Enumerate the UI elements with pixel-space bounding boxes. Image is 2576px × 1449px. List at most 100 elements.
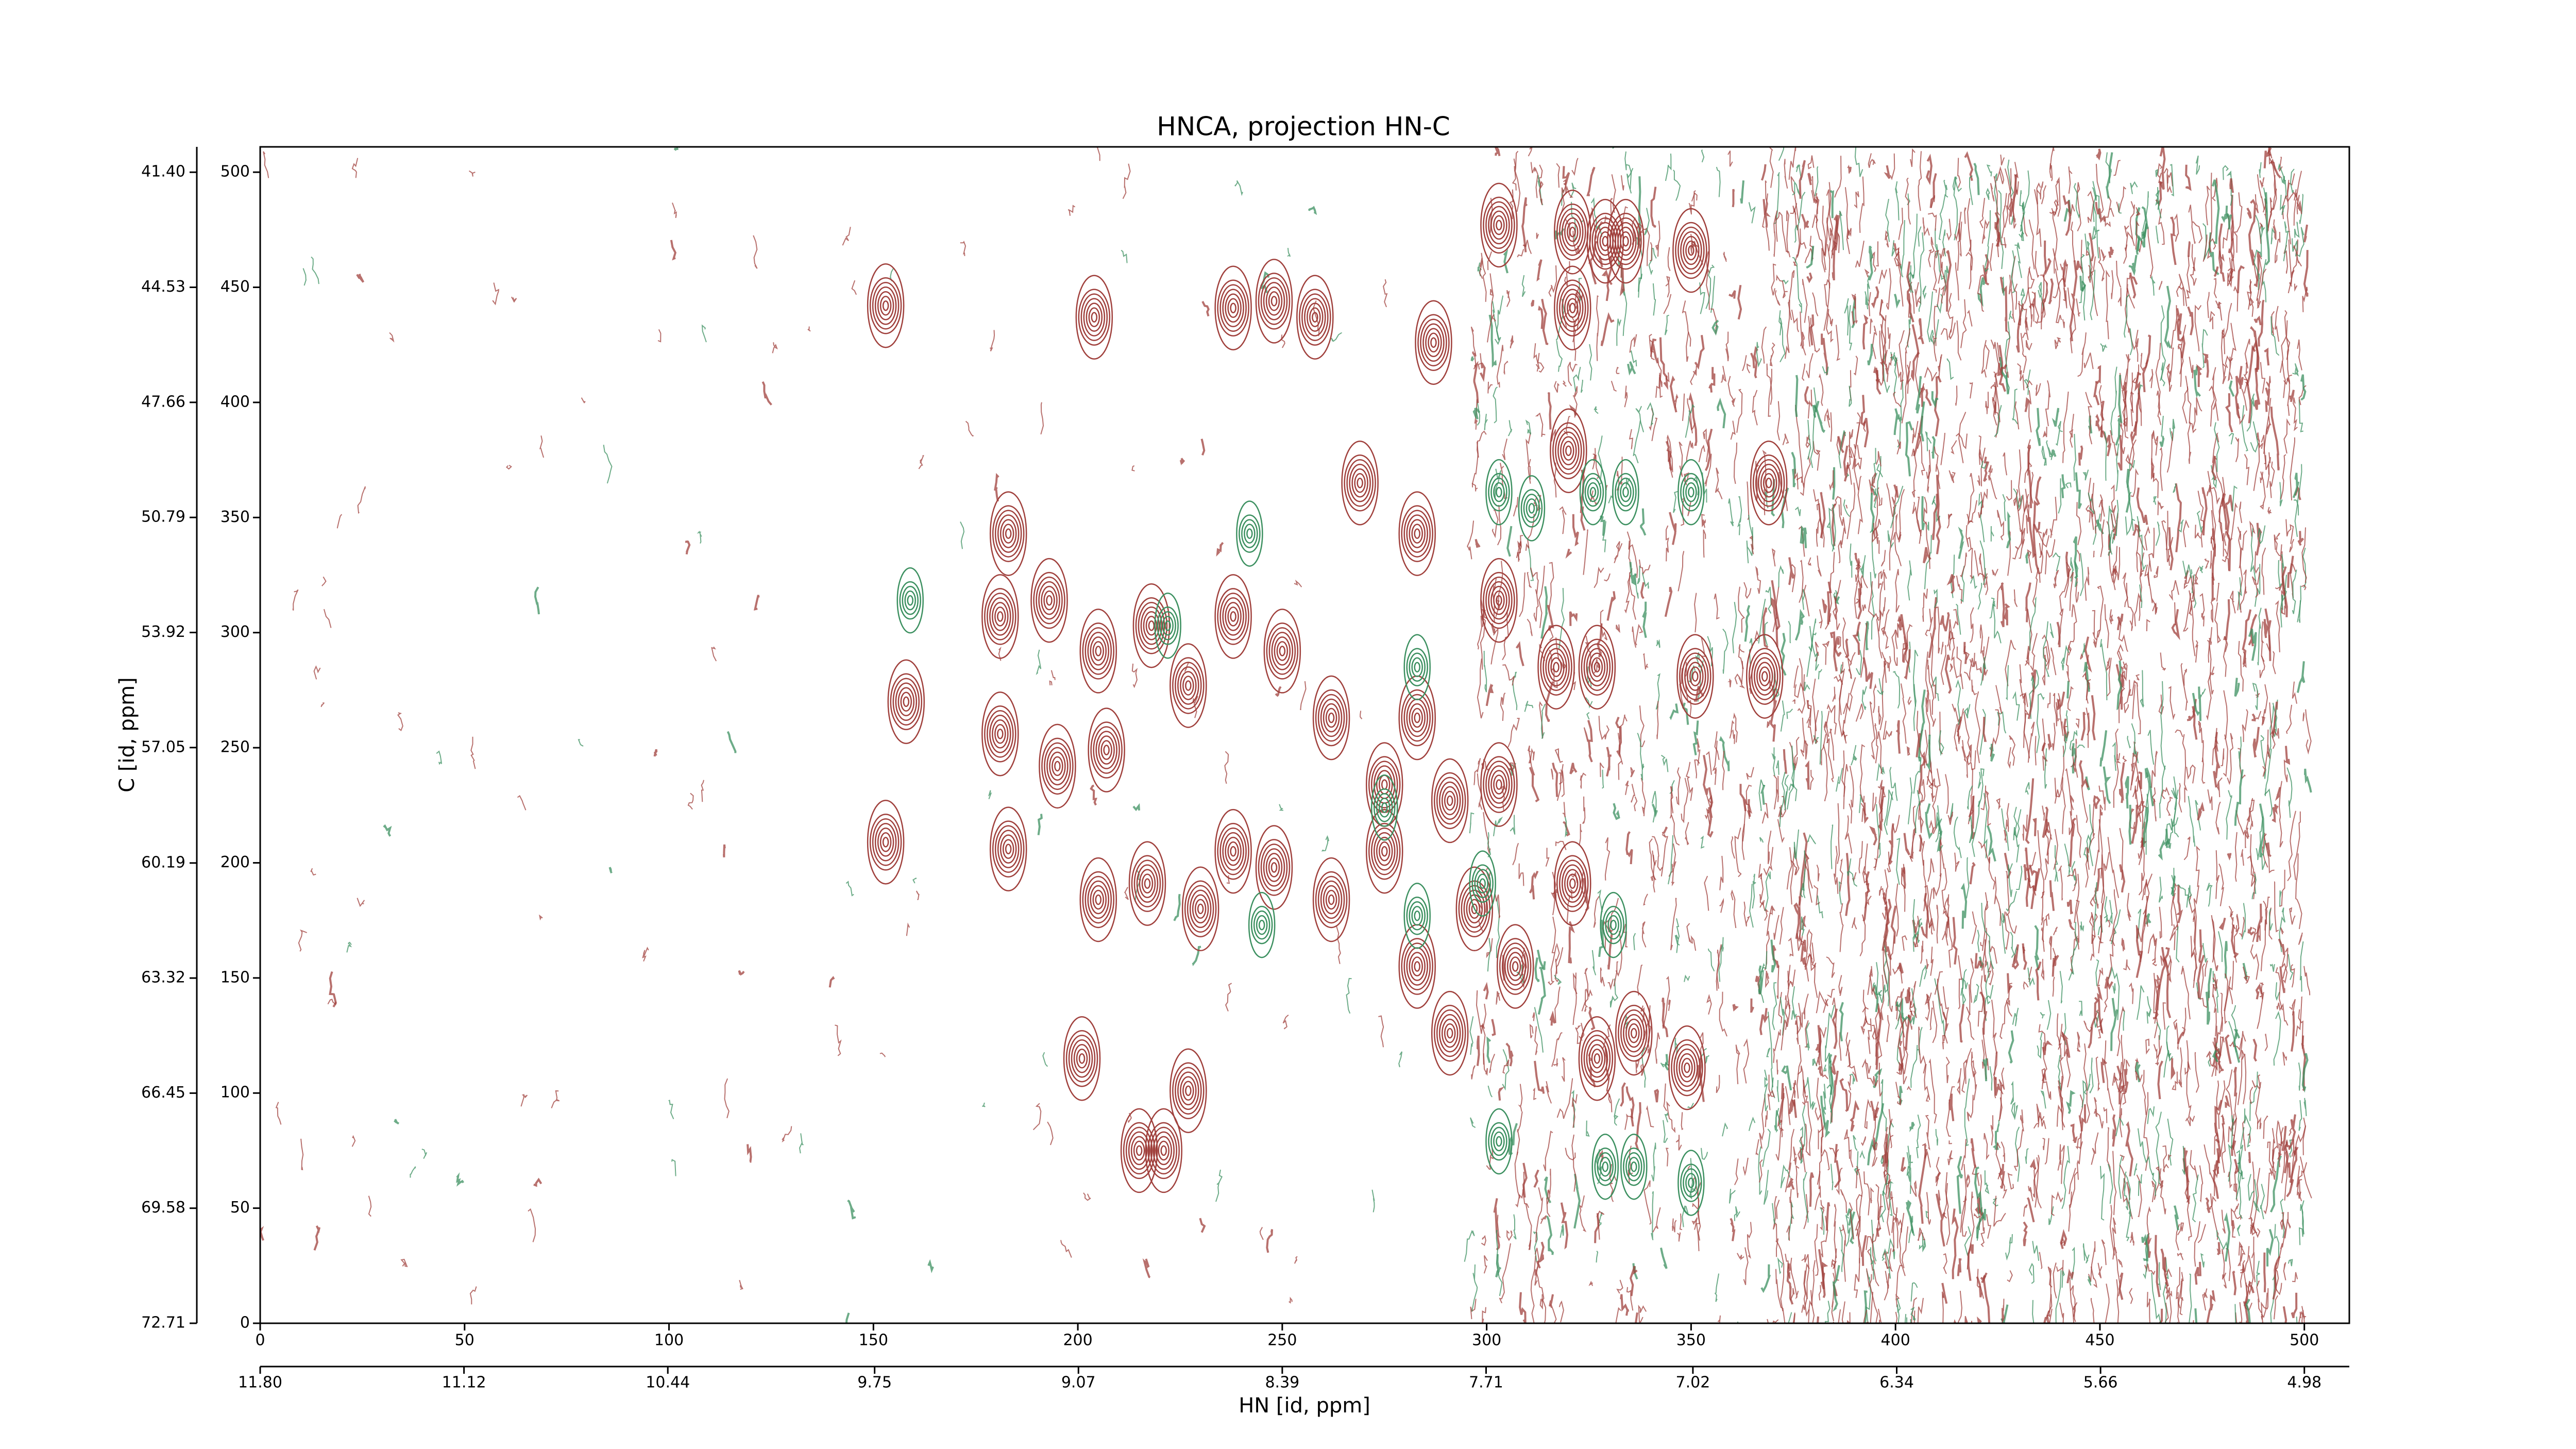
contour-ring [1189,889,1212,929]
noise-contour [1716,944,1722,989]
noise-contour [2303,250,2309,297]
y2-tick-label: 66.45 [141,1084,185,1102]
noise-contour [2285,171,2302,203]
y-axis-label: C [id, ppm] [115,677,139,793]
noise-contour [1861,686,1867,710]
noise-contour [2107,658,2112,697]
noise-contour [1536,1241,1545,1269]
noise-contour [2005,871,2010,917]
noise-contour [2293,811,2301,880]
noise-contour [2195,640,2198,663]
noise-contour [1825,1004,1835,1049]
contour-ring [1605,910,1622,940]
noise-contour [1827,313,1834,327]
contour-ring [1488,473,1510,512]
noise-contour [2188,894,2196,922]
noise-contour [1870,528,1877,579]
contour-ring [1276,641,1289,661]
contour-ring [1256,915,1268,935]
noise-contour [2274,699,2278,737]
noise-contour [1965,251,1972,290]
noise-contour [1749,535,1754,554]
noise-contour [2022,814,2028,841]
noise-contour [1565,1148,1576,1160]
noise-contour [2261,621,2265,662]
contour-ring [987,710,1014,758]
noise-contour [1780,700,1785,732]
noise-contour [2013,488,2022,532]
noise-contour [2212,973,2218,989]
noise-contour [1874,723,1878,764]
noise-contour [2042,654,2046,686]
noise-contour [2012,388,2019,425]
noise-contour [1533,343,1540,372]
noise-contour [1686,762,1693,801]
noise-contour [1894,181,1900,221]
noise-contour [1308,206,1317,215]
noise-contour [2151,1273,2161,1323]
noise-contour [1621,175,1624,191]
noise-contour [2055,420,2063,446]
noise-contour [1854,191,1859,209]
noise-contour [1674,934,1680,946]
noise-contour [1803,1270,1810,1323]
noise-contour [1761,326,1767,364]
noise-contour [1036,649,1042,676]
noise-contour [1928,212,1937,231]
noise-contour [1862,604,1867,611]
noise-contour [1809,314,1815,346]
noise-contour [2120,1108,2123,1138]
noise-contour [492,282,499,306]
noise-contour [2050,449,2057,457]
noise-contour [1626,1287,1634,1311]
contour-ring [1317,694,1345,742]
noise-contour [2155,169,2159,177]
noise-contour [1828,1309,1841,1323]
noise-contour [1179,458,1185,466]
contour-ring [1219,827,1247,875]
noise-contour [1933,336,1937,362]
noise-contour [2000,154,2005,166]
noise-contour [1948,1093,1955,1121]
noise-contour [2103,766,2111,804]
noise-contour [1483,982,1489,1000]
noise-contour [1807,557,1811,566]
noise-contour [2072,821,2075,837]
contour-ring [1441,786,1459,816]
noise-contour [2251,713,2256,721]
noise-contour [2282,948,2289,979]
noise-contour [2069,260,2078,342]
noise-contour [1489,1054,1496,1073]
contour-ring [1185,680,1192,691]
noise-contour [2138,388,2142,426]
noise-contour [2067,868,2077,891]
noise-contour [1701,637,1706,658]
noise-contour [1786,1225,1790,1241]
noise-contour [1676,918,1680,953]
noise-contour [2216,1080,2219,1115]
noise-contour [1528,748,1535,764]
noise-contour [2130,752,2137,791]
noise-contour [1482,1307,1486,1323]
noise-contour [2303,1098,2307,1116]
contour-ring [1583,1034,1611,1083]
noise-contour [1620,1294,1630,1316]
noise-contour [2042,755,2045,771]
contour-ring [1266,622,1299,680]
noise-contour [1814,1224,1819,1276]
contour-ring [1760,468,1777,498]
noise-contour [1791,746,1798,801]
noise-contour [2059,568,2072,611]
noise-contour [2019,664,2028,707]
noise-contour [1764,621,1768,646]
noise-contour [1637,733,1643,770]
noise-contour [1763,847,1774,876]
noise-contour [2088,1241,2096,1282]
noise-contour [2024,397,2029,412]
noise-contour [1957,158,1961,188]
noise-contour [1892,1222,1895,1252]
noise-contour [2304,768,2312,793]
noise-contour [2223,690,2228,740]
noise-contour [2028,390,2032,433]
noise-contour [1616,1279,1623,1294]
